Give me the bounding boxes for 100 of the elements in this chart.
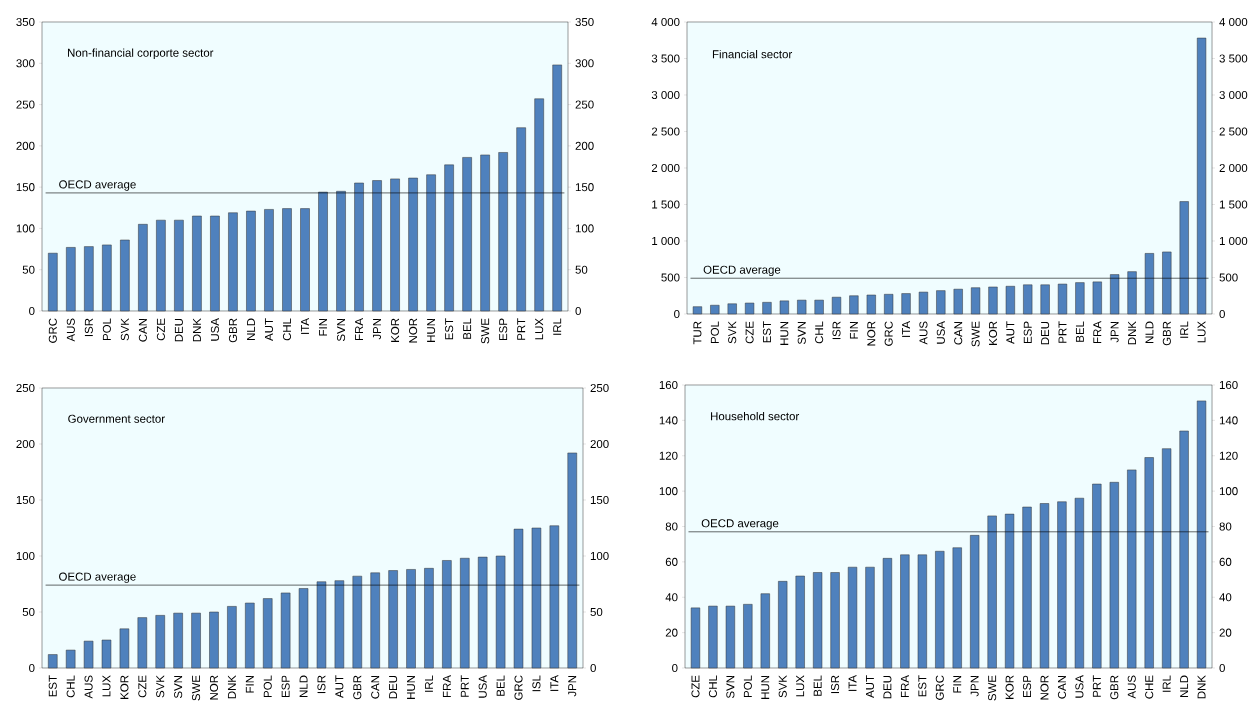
x-tick-label: FIN <box>953 675 962 693</box>
x-tick-label: ISR <box>317 675 326 694</box>
y-tick-label: 50 <box>22 607 35 617</box>
bar <box>1179 430 1189 669</box>
y2-tick-label: 250 <box>590 383 609 393</box>
x-tick-label: CZE <box>156 318 165 341</box>
y-tick-label: 200 <box>16 141 35 150</box>
x-tick-label: GBR <box>228 318 237 343</box>
y2-tick-label: 40 <box>1219 593 1232 602</box>
bar <box>1109 482 1119 669</box>
x-tick-label: ITA <box>902 321 910 337</box>
bar <box>210 215 220 312</box>
x-tick-label: ISR <box>832 321 841 340</box>
x-tick-label: NOR <box>209 675 219 700</box>
x-tick-label: HUN <box>407 675 416 699</box>
text: Government sector <box>68 414 165 423</box>
bar <box>480 154 490 312</box>
y2-tick-label: 200 <box>575 141 594 150</box>
x-tick-label: NLD <box>247 318 255 340</box>
bar <box>814 299 824 315</box>
x-tick-label: AUT <box>1006 321 1015 344</box>
x-tick-label: EST <box>445 318 454 340</box>
x-tick-label: NLD <box>1180 675 1189 697</box>
y2-tick-label: 300 <box>575 59 594 68</box>
y-tick-label: 300 <box>16 59 35 68</box>
y-tick-label: 100 <box>659 487 678 496</box>
y-tick-label: 50 <box>22 265 35 274</box>
y2-tick-label: 0 <box>1219 663 1225 673</box>
x-tick-label: POL <box>263 675 272 698</box>
y2-tick-label: 3 000 <box>1219 90 1248 100</box>
y-tick-label: 1 000 <box>652 236 680 246</box>
bar <box>1057 283 1068 315</box>
x-tick-label: CZE <box>138 675 147 698</box>
x-tick-label: POL <box>710 321 719 343</box>
y-tick-label: 0 <box>672 663 678 673</box>
y-tick-label: 160 <box>659 380 678 390</box>
y-tick-label: 0 <box>674 309 680 319</box>
y2-tick-label: 100 <box>575 224 594 233</box>
bar <box>552 64 562 312</box>
bar <box>710 304 720 315</box>
bar <box>390 178 400 312</box>
bar <box>884 294 894 315</box>
bar <box>1144 457 1154 669</box>
x-tick-label: AUT <box>335 675 344 698</box>
x-tick-label: FRA <box>900 675 909 697</box>
y-tick-label: 40 <box>665 593 678 602</box>
bar <box>262 598 273 669</box>
y2-tick-label: 140 <box>1219 416 1238 425</box>
bar <box>300 208 310 312</box>
bar <box>936 290 946 315</box>
x-tick-label: AUS <box>66 318 75 342</box>
x-tick-label: ESP <box>499 318 508 340</box>
bar <box>567 452 577 669</box>
bar <box>192 215 202 312</box>
bar <box>1110 274 1120 315</box>
y-tick-label: 250 <box>16 100 35 109</box>
bar <box>1040 284 1050 315</box>
x-tick-label: KOR <box>391 318 400 342</box>
y-tick-label: 2 000 <box>651 163 680 173</box>
x-tick-label: USA <box>1075 675 1084 698</box>
x-tick-label: HUN <box>780 321 789 345</box>
x-tick-label: KOR <box>1005 675 1014 699</box>
x-tick-label: DNK <box>1128 321 1136 345</box>
x-tick-label: USA <box>936 321 945 344</box>
x-tick-label: IRL <box>425 675 433 692</box>
bar <box>935 551 945 669</box>
x-tick-label: JPN <box>568 675 577 697</box>
bar <box>1075 282 1085 315</box>
y-tick-label: 140 <box>659 416 678 425</box>
y-tick-label: 60 <box>665 557 678 566</box>
y2-tick-label: 3 500 <box>1219 54 1248 63</box>
bar <box>246 210 256 312</box>
x-tick-label: BEL <box>496 675 505 696</box>
bar <box>1144 253 1155 315</box>
bar <box>83 640 94 669</box>
x-tick-label: AUT <box>865 675 874 698</box>
y2-tick-label: 2 000 <box>1219 163 1248 173</box>
x-tick-label: PRT <box>460 675 469 697</box>
bar <box>408 177 418 312</box>
bar <box>1005 286 1015 315</box>
x-tick-label: CZE <box>745 321 754 344</box>
bar <box>900 554 910 669</box>
x-tick-label: DNK <box>227 675 236 699</box>
x-tick-label: ESP <box>281 675 290 698</box>
y-tick-label: 100 <box>16 224 35 233</box>
bar <box>531 527 542 669</box>
x-tick-label: LUX <box>1197 321 1206 343</box>
y-tick-label: 0 <box>29 306 35 316</box>
bar <box>1004 513 1015 669</box>
x-tick-label: GRC <box>884 321 893 346</box>
bar <box>743 604 753 669</box>
x-tick-label: SVK <box>120 318 129 341</box>
x-tick-label: SWE <box>192 675 201 701</box>
y-tick-label: 20 <box>665 628 678 637</box>
bar <box>813 572 823 669</box>
ref-line-label: OECD average <box>59 180 136 191</box>
bar <box>442 560 452 669</box>
bar <box>1196 37 1207 315</box>
x-tick-label: GRC <box>935 675 944 700</box>
x-tick-label: DEU <box>883 675 892 699</box>
